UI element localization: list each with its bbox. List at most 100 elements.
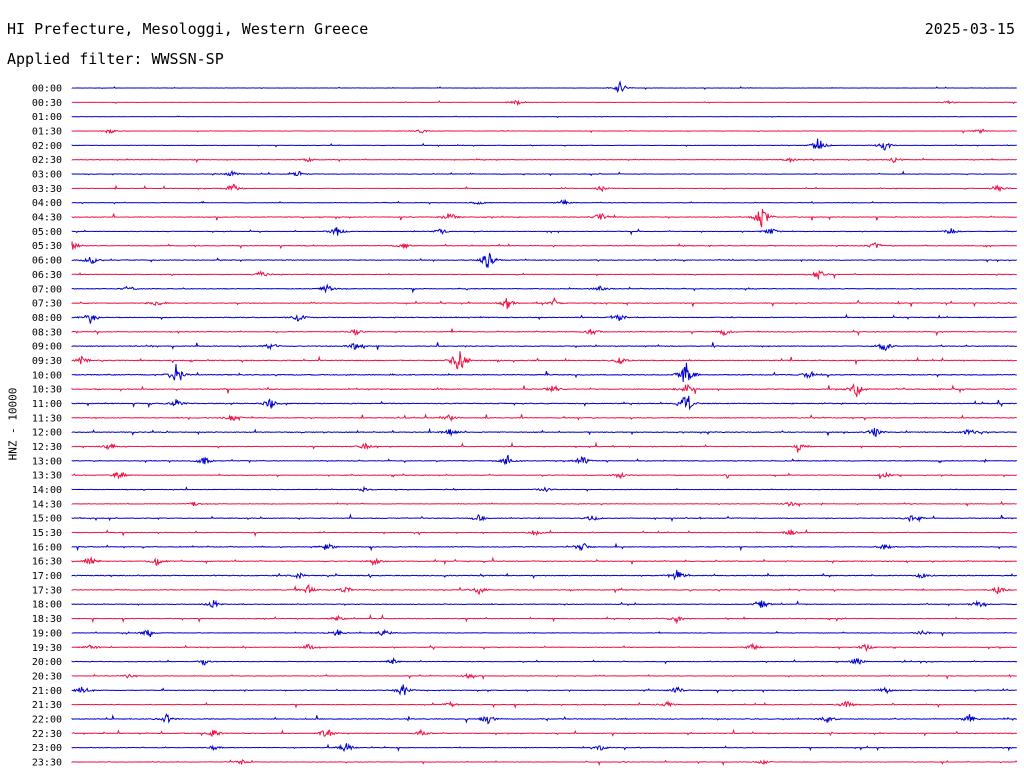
trace-row bbox=[71, 742, 1017, 753]
trace-row bbox=[71, 485, 1017, 493]
trace-row bbox=[71, 713, 1017, 725]
trace-row bbox=[71, 528, 1017, 538]
time-tick-label: 22:30 bbox=[32, 729, 62, 740]
trace-row bbox=[71, 297, 1018, 310]
date-label: 2025-03-15 bbox=[924, 20, 1015, 38]
trace-row bbox=[71, 156, 1017, 164]
time-tick-label: 12:00 bbox=[32, 428, 62, 439]
time-tick-label: 19:30 bbox=[32, 643, 62, 654]
trace-row bbox=[71, 383, 1017, 397]
time-tick-label: 03:30 bbox=[32, 184, 62, 195]
trace-row bbox=[71, 454, 1017, 466]
time-tick-label: 01:30 bbox=[32, 127, 62, 138]
time-tick-label: 11:30 bbox=[32, 413, 62, 424]
trace-row bbox=[71, 208, 1017, 228]
time-tick-label: 21:30 bbox=[32, 700, 62, 711]
time-tick-label: 23:00 bbox=[32, 743, 62, 754]
time-tick-label: 00:30 bbox=[32, 98, 62, 109]
trace-row bbox=[71, 170, 1017, 177]
time-tick-label: 04:00 bbox=[32, 198, 62, 209]
time-tick-label: 13:00 bbox=[32, 456, 62, 467]
time-tick-label: 02:30 bbox=[32, 155, 62, 166]
trace-row bbox=[71, 342, 1017, 352]
trace-row bbox=[71, 395, 1017, 411]
trace-row bbox=[71, 556, 1017, 567]
time-tick-label: 17:30 bbox=[32, 585, 62, 596]
time-tick-label: 05:30 bbox=[32, 241, 62, 252]
time-tick-label: 10:30 bbox=[32, 385, 62, 396]
time-tick-label: 21:00 bbox=[32, 686, 62, 697]
time-tick-label: 11:00 bbox=[32, 399, 62, 410]
time-tick-label: 08:30 bbox=[32, 327, 62, 338]
trace-row bbox=[71, 628, 1017, 638]
trace-row bbox=[71, 80, 1017, 94]
time-tick-label: 12:30 bbox=[32, 442, 62, 453]
time-tick-label: 17:00 bbox=[32, 571, 62, 582]
trace-row bbox=[71, 759, 1018, 767]
time-tick-label: 15:30 bbox=[32, 528, 62, 539]
trace-row bbox=[71, 128, 1017, 135]
trace-row bbox=[71, 599, 1018, 608]
trace-row bbox=[71, 183, 1017, 193]
time-tick-label: 14:00 bbox=[32, 485, 62, 496]
time-tick-label: 22:00 bbox=[32, 714, 62, 725]
time-tick-label: 19:00 bbox=[32, 628, 62, 639]
trace-row bbox=[71, 613, 1017, 625]
trace-row bbox=[71, 115, 1017, 119]
time-tick-label: 09:00 bbox=[32, 342, 62, 353]
trace-row bbox=[71, 362, 1017, 383]
trace-row bbox=[71, 513, 1017, 523]
time-tick-label: 13:30 bbox=[32, 471, 62, 482]
trace-row bbox=[71, 413, 1017, 423]
time-tick-label: 16:00 bbox=[32, 542, 62, 553]
time-tick-label: 20:00 bbox=[32, 657, 62, 668]
time-tick-label: 06:00 bbox=[32, 256, 62, 267]
time-tick-label: 07:30 bbox=[32, 299, 62, 310]
trace-row bbox=[71, 584, 1017, 595]
time-tick-label: 23:30 bbox=[32, 757, 62, 768]
time-tick-label: 01:00 bbox=[32, 112, 62, 123]
time-tick-label: 02:00 bbox=[32, 141, 62, 152]
time-tick-label: 09:30 bbox=[32, 356, 62, 367]
trace-row bbox=[71, 569, 1018, 581]
trace-row bbox=[71, 198, 1017, 206]
time-tick-label: 16:30 bbox=[32, 557, 62, 568]
trace-row bbox=[71, 684, 1017, 696]
trace-row bbox=[71, 427, 1017, 437]
time-tick-label: 08:00 bbox=[32, 313, 62, 324]
trace-row bbox=[71, 313, 1017, 324]
trace-row bbox=[71, 269, 1017, 280]
trace-row bbox=[71, 657, 1018, 666]
time-tick-label: 14:30 bbox=[32, 499, 62, 510]
trace-row bbox=[71, 253, 1017, 269]
trace-row bbox=[71, 441, 1017, 453]
trace-row bbox=[71, 471, 1017, 480]
time-tick-label: 10:00 bbox=[32, 370, 62, 381]
trace-row bbox=[71, 500, 1017, 508]
time-tick-label: 03:00 bbox=[32, 170, 62, 181]
trace-row bbox=[71, 328, 1018, 337]
time-tick-label: 00:00 bbox=[32, 84, 62, 95]
trace-row bbox=[71, 728, 1017, 738]
filter-label: Applied filter: WWSSN-SP bbox=[7, 50, 224, 68]
time-tick-label: 07:00 bbox=[32, 284, 62, 295]
trace-row bbox=[71, 672, 1017, 681]
station-title: HI Prefecture, Mesologgi, Western Greece bbox=[7, 20, 369, 38]
trace-row bbox=[71, 241, 1018, 250]
trace-row bbox=[71, 138, 1017, 151]
time-tick-label: 05:00 bbox=[32, 227, 62, 238]
time-tick-label: 06:30 bbox=[32, 270, 62, 281]
time-tick-label: 18:00 bbox=[32, 600, 62, 611]
trace-row bbox=[71, 700, 1017, 709]
trace-row bbox=[71, 351, 1017, 370]
trace-row bbox=[71, 99, 1017, 107]
time-tick-label: 18:30 bbox=[32, 614, 62, 625]
trace-row bbox=[71, 283, 1017, 294]
time-tick-label: 04:30 bbox=[32, 213, 62, 224]
trace-row bbox=[71, 642, 1017, 653]
trace-row bbox=[71, 542, 1017, 552]
time-tick-label: 20:30 bbox=[32, 671, 62, 682]
trace-row bbox=[71, 227, 1017, 236]
time-tick-label: 15:00 bbox=[32, 514, 62, 525]
